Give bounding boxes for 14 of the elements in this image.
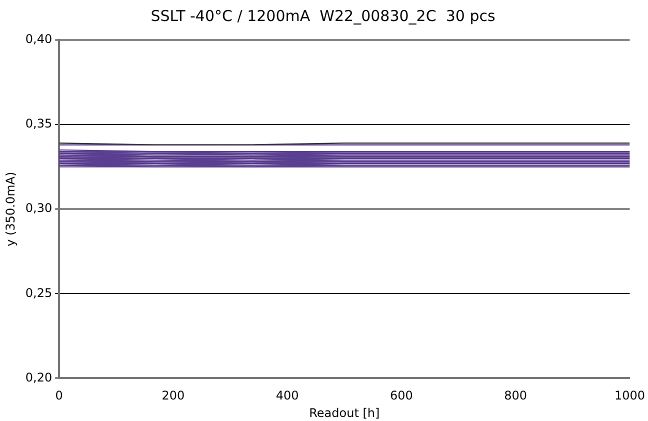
- chart-title: SSLT -40°C / 1200mA W22_00830_2C 30 pcs: [150, 6, 496, 25]
- y-tick-label: 0,40: [25, 32, 52, 46]
- x-tick-label: 600: [390, 388, 413, 403]
- y-axis-title: y (350.0mA): [3, 172, 18, 246]
- x-tick-label: 0: [55, 388, 63, 403]
- x-tick-label: 800: [504, 388, 528, 403]
- x-tick-label: 1000: [614, 388, 646, 403]
- x-tick-label: 200: [162, 388, 185, 403]
- y-tick-label: 0,30: [25, 201, 52, 216]
- y-tick-label: 0,20: [25, 370, 52, 384]
- x-tick-label: 400: [276, 388, 299, 403]
- x-axis-title: Readout [h]: [309, 406, 380, 420]
- y-tick-label: 0,35: [25, 116, 52, 131]
- y-tick-label: 0,25: [25, 286, 52, 300]
